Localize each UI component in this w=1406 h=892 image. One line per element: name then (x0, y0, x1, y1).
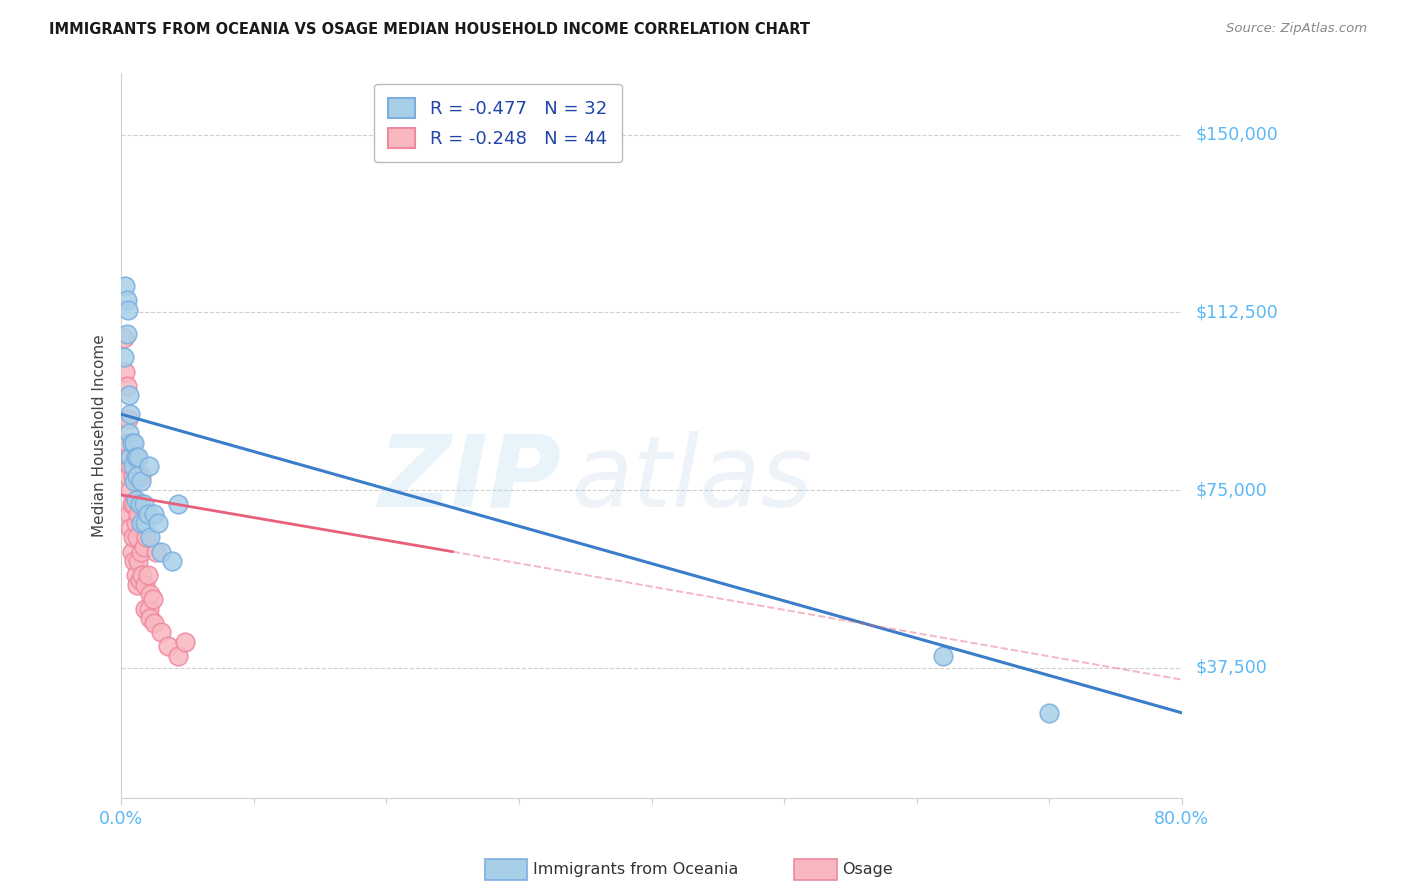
Point (124, 554, 146, 568)
Point (150, 625, 173, 640)
Point (125, 492, 148, 507)
Point (135, 531, 157, 545)
Point (127, 450, 149, 464)
Point (121, 435, 143, 450)
Point (129, 468, 152, 483)
Point (1038, 706, 1060, 720)
Text: ZIP: ZIP (378, 431, 561, 527)
Point (932, 648, 955, 663)
Point (118, 388, 141, 402)
Point (167, 497, 190, 511)
Point (115, 379, 138, 393)
Point (139, 531, 162, 545)
Point (120, 407, 142, 421)
Text: $37,500: $37,500 (1195, 659, 1268, 677)
Point (115, 326, 138, 341)
Point (132, 540, 155, 554)
Point (122, 459, 145, 474)
Point (120, 459, 142, 474)
Point (143, 507, 166, 521)
Point (167, 648, 190, 663)
Point (138, 459, 160, 474)
Point (143, 615, 166, 630)
Point (132, 497, 155, 511)
Point (136, 568, 159, 582)
Point (115, 293, 138, 308)
Point (127, 507, 149, 521)
Point (127, 554, 149, 568)
Point (160, 554, 183, 568)
Point (124, 474, 146, 488)
Y-axis label: Median Household Income: Median Household Income (93, 334, 107, 537)
Point (118, 426, 141, 441)
Point (112, 351, 135, 365)
Point (129, 544, 152, 558)
Point (118, 450, 141, 464)
Point (128, 573, 150, 587)
Point (127, 578, 149, 592)
Point (134, 578, 156, 592)
Point (117, 302, 139, 317)
Point (134, 601, 156, 615)
Text: Osage: Osage (842, 863, 893, 877)
Point (127, 468, 149, 483)
Point (124, 497, 146, 511)
Point (125, 450, 148, 464)
Point (173, 634, 195, 648)
Text: Immigrants from Oceania: Immigrants from Oceania (533, 863, 738, 877)
Point (125, 516, 148, 531)
Point (121, 497, 143, 511)
Point (122, 468, 145, 483)
Point (128, 497, 150, 511)
Text: IMMIGRANTS FROM OCEANIA VS OSAGE MEDIAN HOUSEHOLD INCOME CORRELATION CHART: IMMIGRANTS FROM OCEANIA VS OSAGE MEDIAN … (49, 22, 810, 37)
Text: $150,000: $150,000 (1195, 126, 1278, 144)
Point (148, 516, 170, 531)
Point (136, 507, 159, 521)
Point (120, 483, 142, 497)
Point (114, 279, 136, 293)
Point (128, 497, 150, 511)
Point (129, 474, 152, 488)
Legend: R = -0.477   N = 32, R = -0.248   N = 44: R = -0.477 N = 32, R = -0.248 N = 44 (374, 84, 621, 162)
Point (139, 587, 162, 601)
Point (120, 450, 142, 464)
Point (142, 592, 165, 607)
Point (127, 531, 149, 545)
Text: $112,500: $112,500 (1195, 303, 1278, 321)
Point (118, 507, 141, 521)
Point (131, 568, 153, 582)
Text: atlas: atlas (572, 431, 814, 527)
Point (129, 516, 152, 531)
Point (117, 412, 139, 426)
Point (114, 365, 136, 379)
Point (138, 601, 160, 615)
Point (122, 531, 145, 545)
Point (134, 516, 156, 531)
Point (124, 459, 146, 474)
Text: Source: ZipAtlas.com: Source: ZipAtlas.com (1226, 22, 1367, 36)
Point (125, 568, 148, 582)
Point (145, 544, 167, 558)
Text: $75,000: $75,000 (1195, 481, 1268, 499)
Point (121, 544, 143, 558)
Point (112, 331, 135, 345)
Point (124, 435, 146, 450)
Point (156, 640, 179, 654)
Point (150, 544, 173, 558)
Point (120, 521, 142, 535)
Point (115, 435, 138, 450)
Point (117, 468, 139, 483)
Point (139, 611, 162, 625)
